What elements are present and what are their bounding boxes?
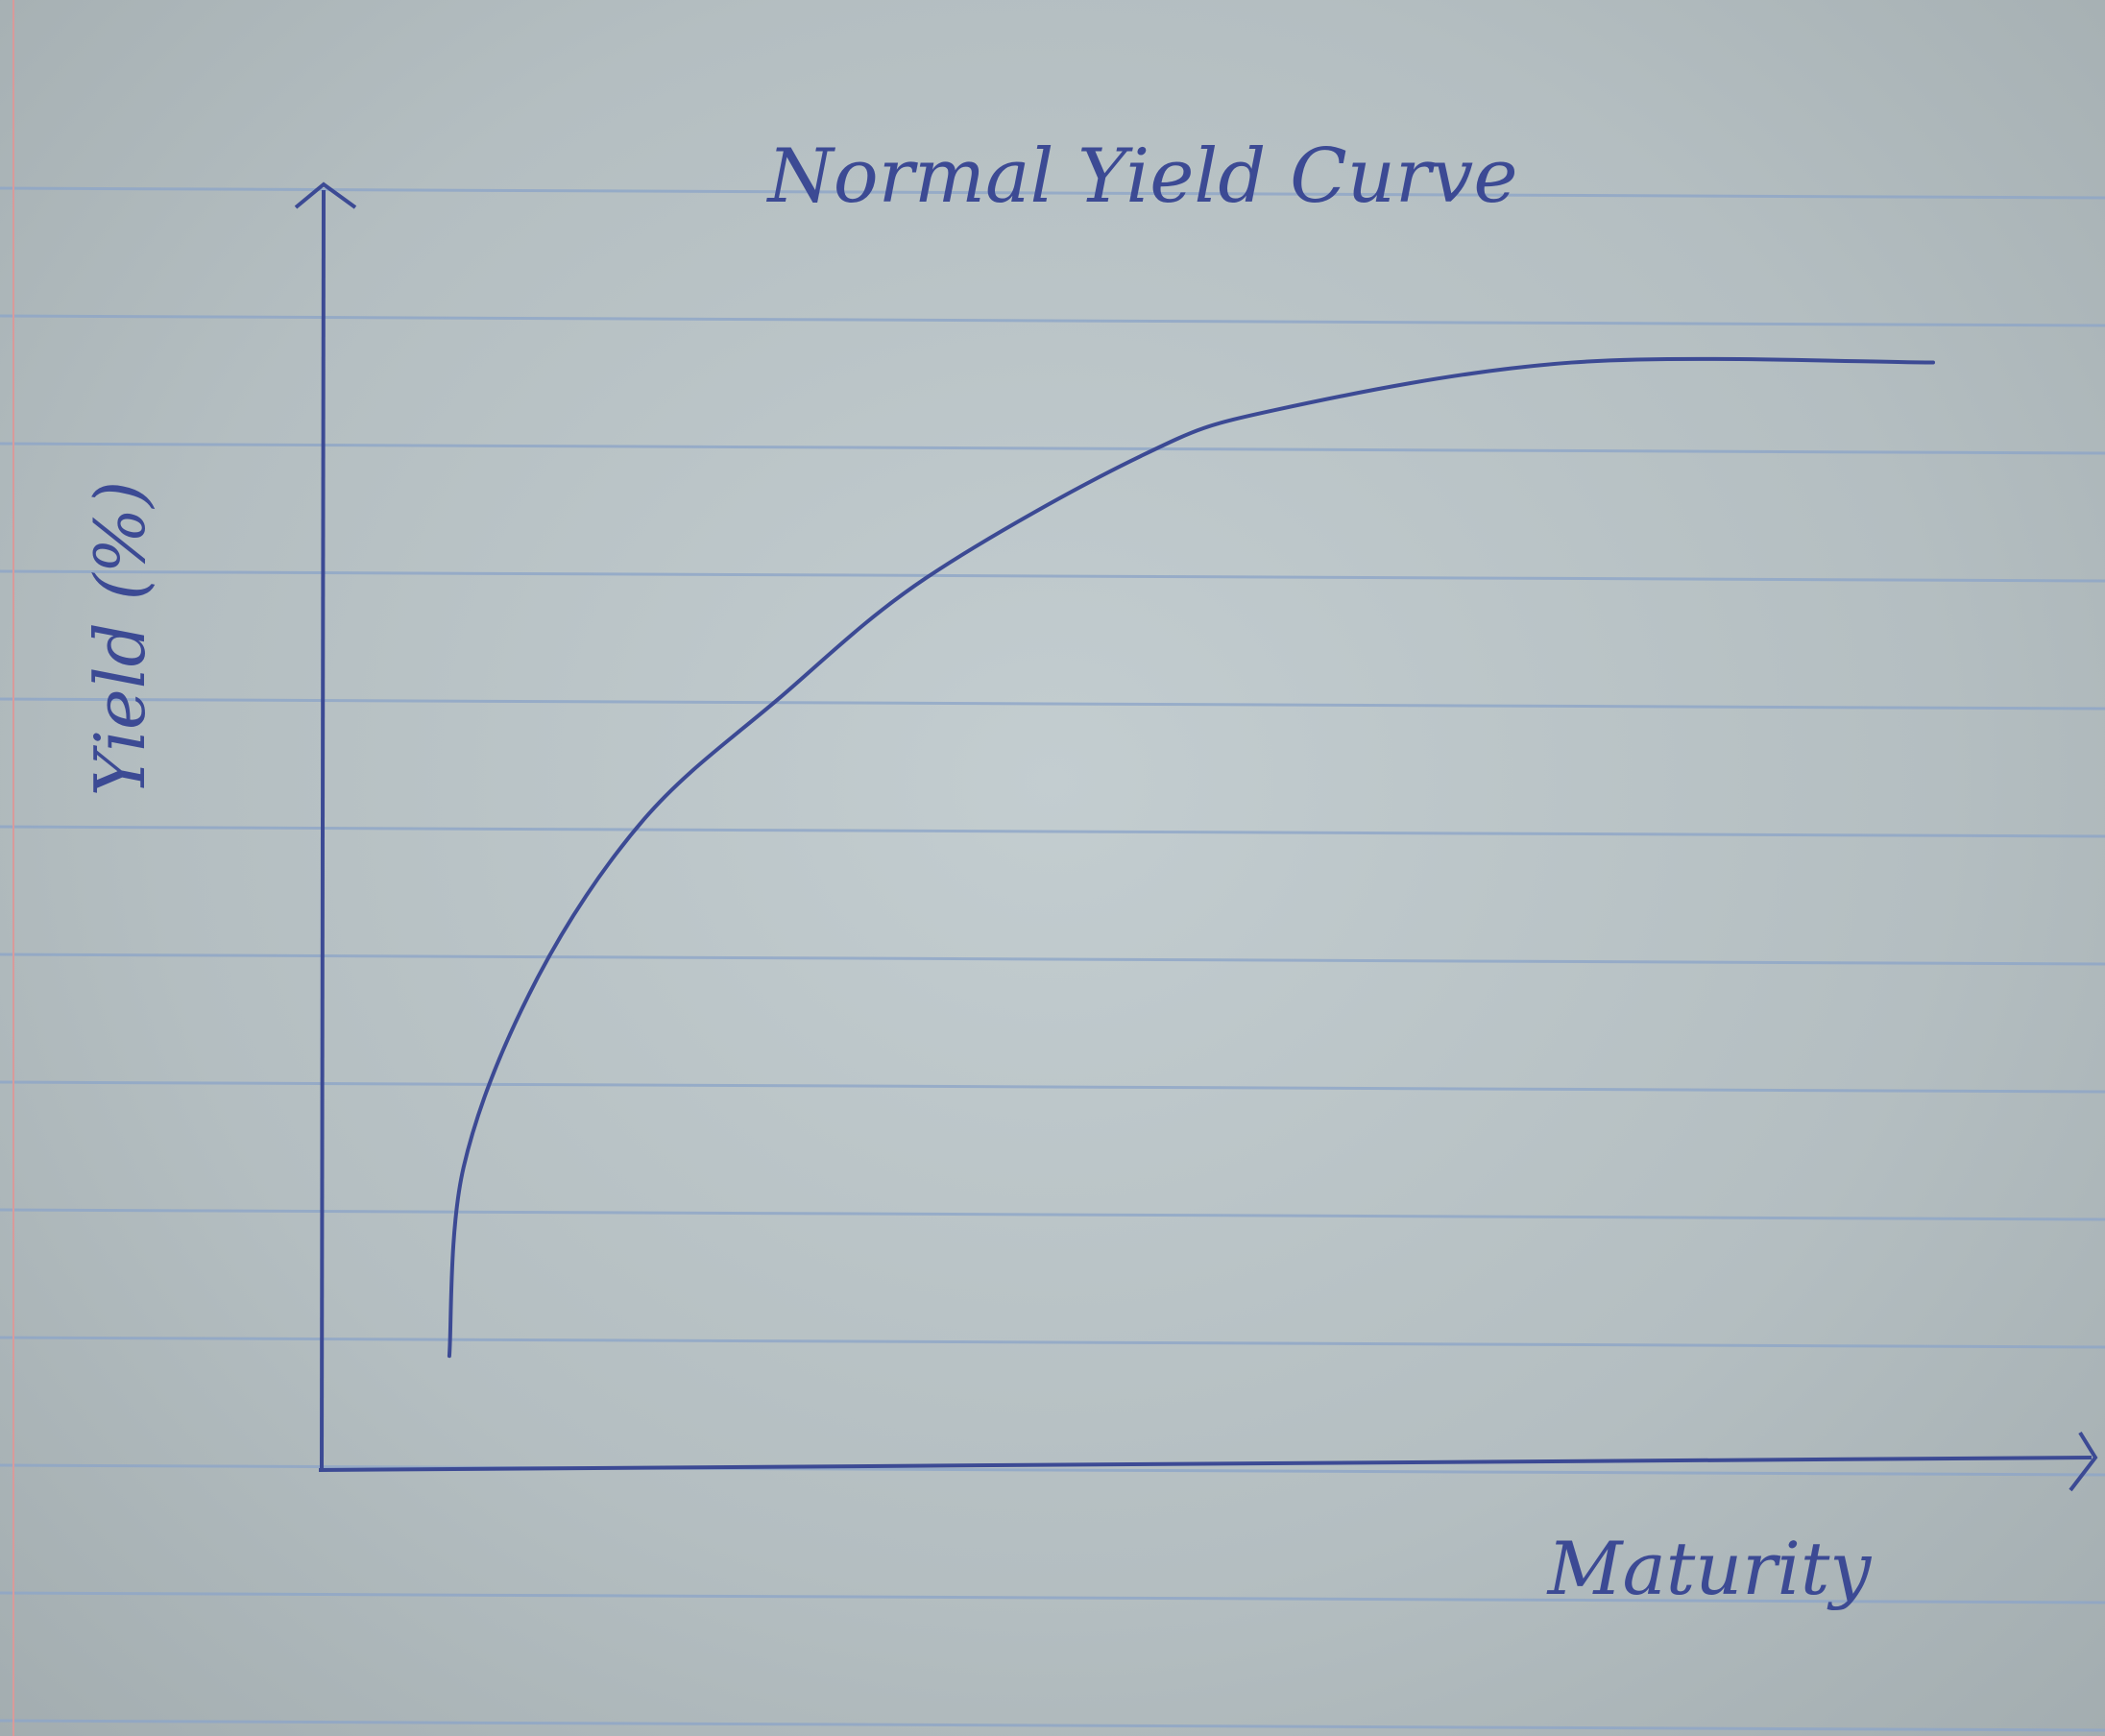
rule-line bbox=[0, 1336, 2105, 1349]
y-axis-line bbox=[320, 189, 326, 1471]
rule-line bbox=[0, 1591, 2105, 1604]
chart-title: Normal Yield Curve bbox=[765, 133, 1517, 220]
rule-line bbox=[0, 952, 2105, 966]
x-axis-label: Maturity bbox=[1546, 1526, 1873, 1611]
x-axis bbox=[318, 1431, 2098, 1492]
rule-line bbox=[0, 1463, 2105, 1477]
y-axis-label: Yield (%) bbox=[80, 481, 160, 797]
rule-line bbox=[0, 1719, 2105, 1732]
rule-line bbox=[0, 1208, 2105, 1221]
paper-rule-lines bbox=[0, 186, 2105, 1732]
rule-line bbox=[0, 1080, 2105, 1094]
x-axis-line bbox=[318, 1456, 2093, 1472]
rule-line bbox=[0, 825, 2105, 838]
yield-curve-line bbox=[447, 356, 1936, 1359]
rule-line bbox=[0, 442, 2105, 455]
x-axis-arrow bbox=[2069, 1431, 2098, 1492]
rule-line bbox=[0, 186, 2105, 200]
y-axis-arrow bbox=[294, 181, 357, 209]
y-axis bbox=[294, 181, 357, 1471]
rule-line bbox=[0, 314, 2105, 327]
rule-line bbox=[0, 697, 2105, 711]
rule-line bbox=[0, 569, 2105, 583]
